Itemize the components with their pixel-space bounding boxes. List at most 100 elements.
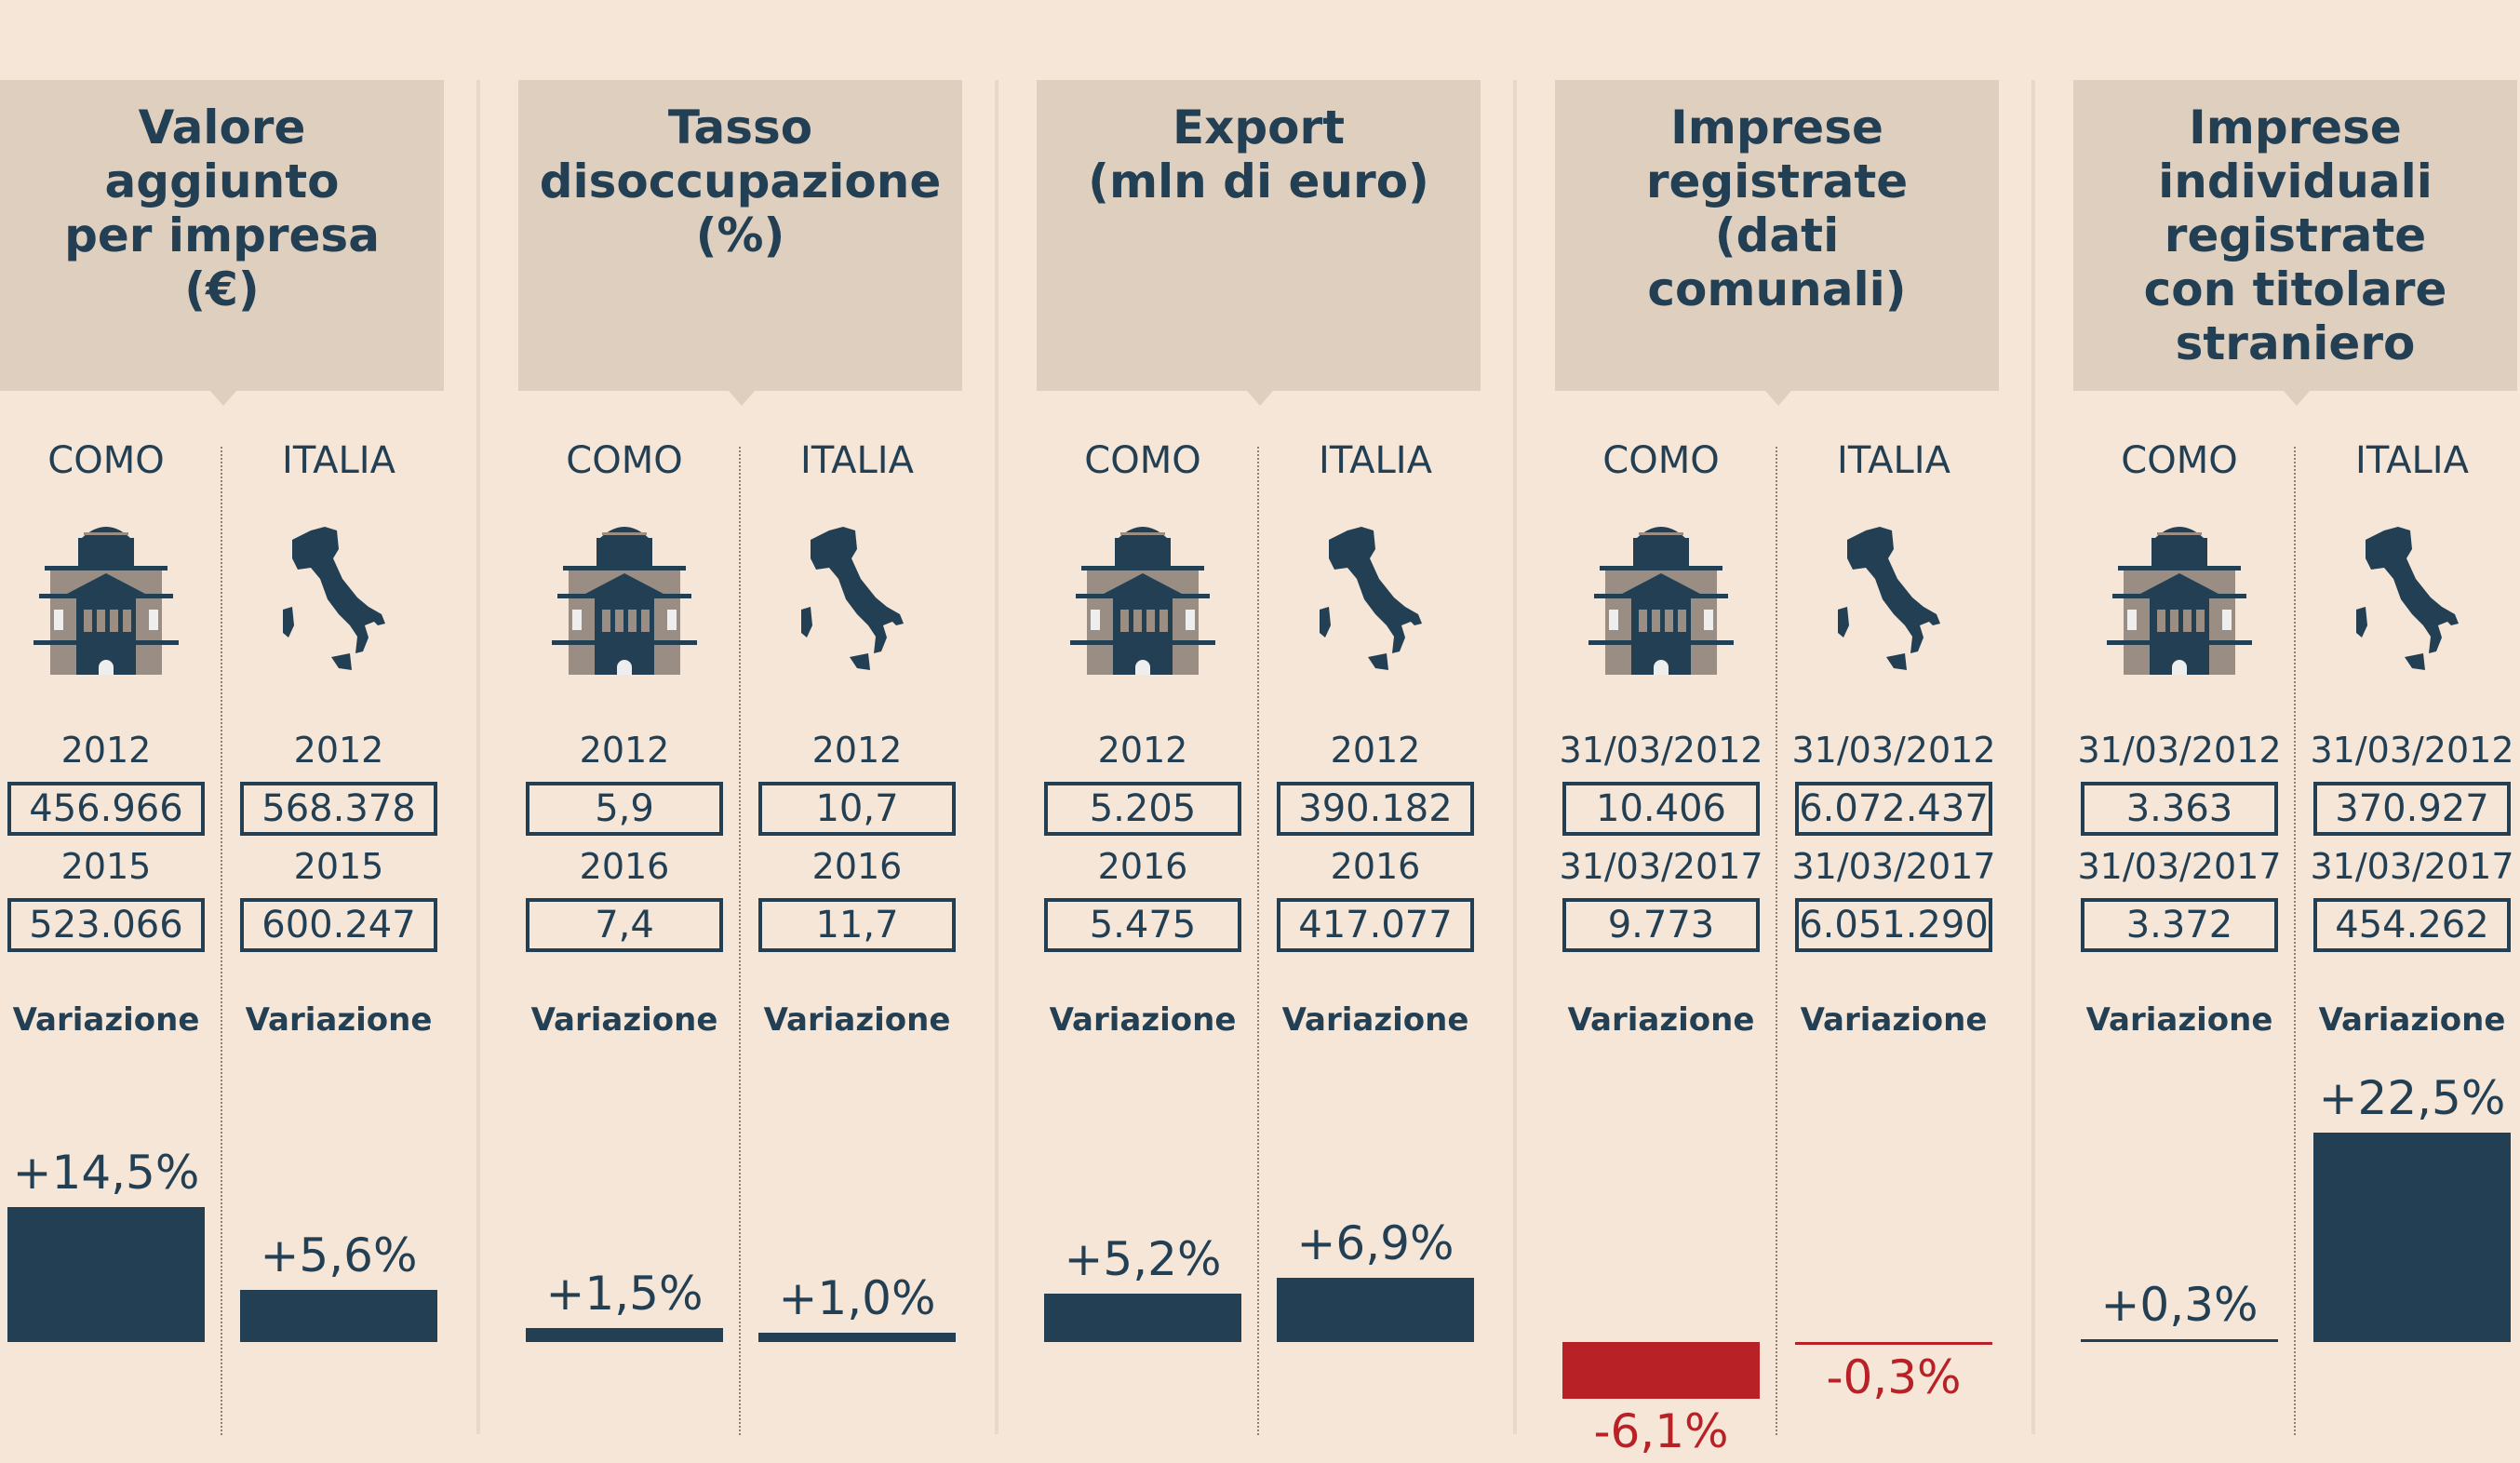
value-start: 370.927 xyxy=(2313,782,2511,836)
building-icon xyxy=(550,521,699,678)
value-start: 390.182 xyxy=(1277,782,1474,836)
value-end: 3.372 xyxy=(2081,898,2278,952)
variation-percent: -0,3% xyxy=(1826,1350,1962,1404)
panel-separator xyxy=(995,80,999,1434)
italia-column: ITALIA 31/03/2012 6.072.437 31/03/2017 6… xyxy=(1791,0,1996,1463)
column-divider xyxy=(221,447,222,1435)
column-divider xyxy=(1776,447,1777,1435)
variation-label: Variazione xyxy=(530,1001,718,1039)
panel-header: Export (mln di euro) xyxy=(1037,80,1481,391)
column-divider xyxy=(1257,447,1259,1435)
value-end: 523.066 xyxy=(7,898,205,952)
variation-percent: +1,0% xyxy=(778,1271,936,1325)
panel-title: Export (mln di euro) xyxy=(1088,101,1429,208)
column-label: COMO xyxy=(1602,439,1720,482)
como-column: COMO 31/03/2012 3.363 31/03/2017 3.372 V… xyxy=(2077,0,2282,1463)
column-label: ITALIA xyxy=(2355,439,2469,482)
variation-label: Variazione xyxy=(1800,1001,1988,1039)
panel-separator xyxy=(2031,80,2035,1434)
date-label-end: 2016 xyxy=(1097,846,1188,887)
column-label: COMO xyxy=(1084,439,1201,482)
variation-label: Variazione xyxy=(2318,1001,2506,1039)
column-label: COMO xyxy=(47,439,165,482)
variation-label: Variazione xyxy=(763,1001,951,1039)
column-label: COMO xyxy=(2121,439,2238,482)
building-icon xyxy=(1068,521,1217,678)
header-pointer xyxy=(729,391,755,406)
variation-bar xyxy=(1044,1294,1241,1342)
column-label: ITALIA xyxy=(1837,439,1950,482)
variation-percent: +14,5% xyxy=(12,1146,200,1200)
variation-percent: +1,5% xyxy=(545,1267,704,1321)
date-label-start: 2012 xyxy=(293,730,384,771)
panel-title: Imprese individuali registrate con titol… xyxy=(2143,101,2447,370)
como-column: COMO 2012 5,9 2016 7,4 Variazione +1,5% xyxy=(522,0,727,1463)
value-start: 6.072.437 xyxy=(1795,782,1992,836)
variation-label: Variazione xyxy=(12,1001,200,1039)
panel-title: Tasso disoccupazione (%) xyxy=(539,101,942,262)
como-column: COMO 31/03/2012 10.406 31/03/2017 9.773 … xyxy=(1559,0,1763,1463)
date-label-start: 2012 xyxy=(1330,730,1421,771)
date-label-start: 31/03/2012 xyxy=(1559,730,1763,771)
panel-separator xyxy=(1513,80,1517,1434)
value-end: 7,4 xyxy=(526,898,723,952)
italy-map-icon xyxy=(783,521,932,678)
value-start: 5,9 xyxy=(526,782,723,836)
variation-bar xyxy=(7,1207,205,1342)
column-label: ITALIA xyxy=(282,439,395,482)
date-label-end: 2016 xyxy=(1330,846,1421,887)
variation-bar xyxy=(2313,1133,2511,1342)
variation-label: Variazione xyxy=(1567,1001,1755,1039)
italia-column: ITALIA 2012 10,7 2016 11,7 Variazione +1… xyxy=(755,0,959,1463)
panel-header: Imprese registrate (dati comunali) xyxy=(1555,80,1999,391)
variation-bar xyxy=(758,1333,956,1342)
date-label-end: 2016 xyxy=(811,846,903,887)
value-start: 10.406 xyxy=(1562,782,1760,836)
panel-header: Tasso disoccupazione (%) xyxy=(518,80,962,391)
value-end: 600.247 xyxy=(240,898,437,952)
column-label: COMO xyxy=(566,439,683,482)
variation-bar xyxy=(1795,1342,1992,1345)
header-pointer xyxy=(210,391,236,406)
variation-bar xyxy=(1562,1342,1760,1399)
italia-column: ITALIA 2012 568.378 2015 600.247 Variazi… xyxy=(236,0,441,1463)
date-label-start: 2012 xyxy=(579,730,670,771)
indicator-panel: Imprese registrate (dati comunali) COMO … xyxy=(1555,0,1999,1463)
variation-percent: +5,6% xyxy=(260,1228,418,1282)
italy-map-icon xyxy=(264,521,413,678)
variation-bar xyxy=(2081,1339,2278,1342)
variation-label: Variazione xyxy=(2085,1001,2273,1039)
italia-column: ITALIA 31/03/2012 370.927 31/03/2017 454… xyxy=(2310,0,2514,1463)
italy-map-icon xyxy=(1301,521,1450,678)
value-end: 454.262 xyxy=(2313,898,2511,952)
variation-percent: +5,2% xyxy=(1064,1232,1222,1286)
date-label-start: 31/03/2012 xyxy=(2077,730,2282,771)
panel-separator xyxy=(476,80,480,1434)
date-label-start: 2012 xyxy=(1097,730,1188,771)
column-divider xyxy=(2294,447,2296,1435)
italy-map-icon xyxy=(2338,521,2486,678)
value-start: 456.966 xyxy=(7,782,205,836)
value-end: 11,7 xyxy=(758,898,956,952)
variation-bar xyxy=(240,1290,437,1342)
date-label-start: 31/03/2012 xyxy=(2310,730,2514,771)
building-icon xyxy=(1587,521,1736,678)
variation-percent: +6,9% xyxy=(1296,1216,1454,1270)
date-label-start: 2012 xyxy=(811,730,903,771)
column-label: ITALIA xyxy=(1319,439,1432,482)
panel-header: Imprese individuali registrate con titol… xyxy=(2073,80,2517,391)
variation-percent: +0,3% xyxy=(2100,1278,2259,1332)
variation-bar xyxy=(1277,1278,1474,1342)
value-end: 6.051.290 xyxy=(1795,898,1992,952)
value-end: 417.077 xyxy=(1277,898,1474,952)
indicator-panel: Tasso disoccupazione (%) COMO 2012 5,9 2… xyxy=(518,0,962,1463)
header-pointer xyxy=(2284,391,2310,406)
como-column: COMO 2012 456.966 2015 523.066 Variazion… xyxy=(4,0,208,1463)
date-label-end: 31/03/2017 xyxy=(2077,846,2282,887)
building-icon xyxy=(32,521,181,678)
date-label-start: 2012 xyxy=(60,730,152,771)
indicator-panel: Imprese individuali registrate con titol… xyxy=(2073,0,2517,1463)
italy-map-icon xyxy=(1819,521,1968,678)
header-pointer xyxy=(1765,391,1791,406)
panel-title: Imprese registrate (dati comunali) xyxy=(1645,101,1909,316)
